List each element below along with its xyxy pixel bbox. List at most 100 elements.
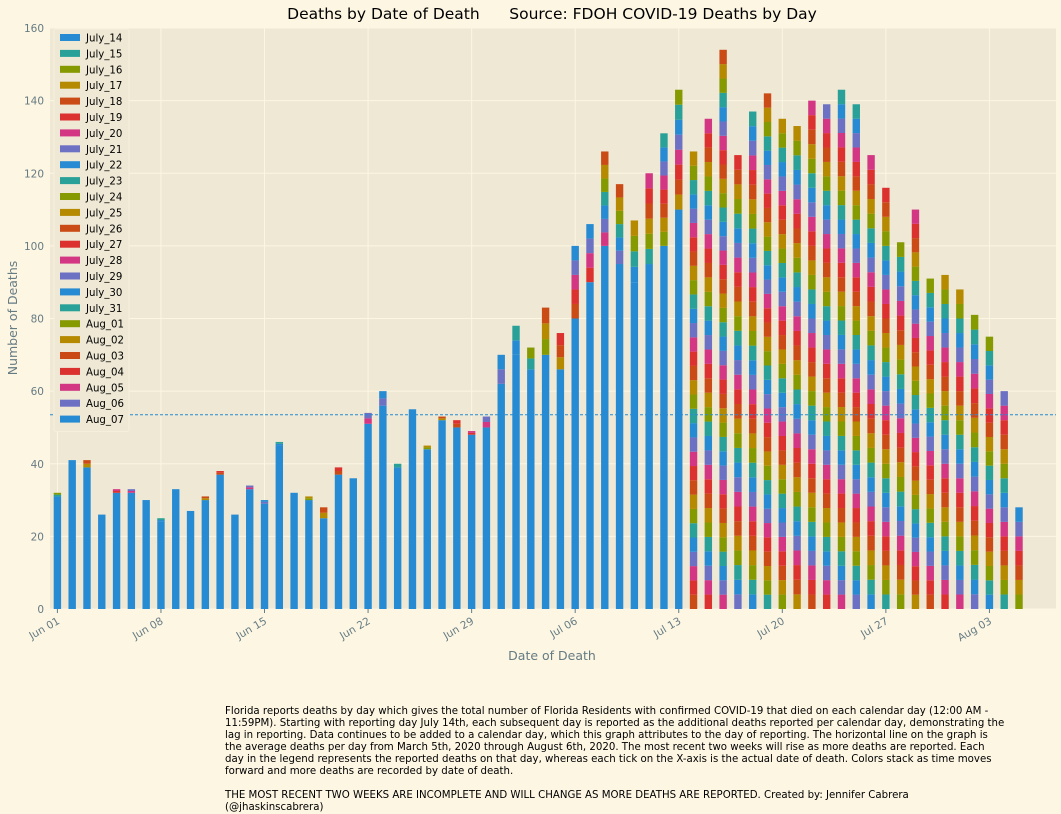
legend-swatch <box>60 193 80 200</box>
bar-segment <box>571 289 579 304</box>
bar-segment <box>837 392 846 408</box>
bar-segment <box>867 447 875 463</box>
bar-segment <box>970 432 979 448</box>
bar-segment <box>763 408 772 423</box>
bar-segment <box>956 376 964 392</box>
bar-segment <box>749 111 757 127</box>
bar-segment <box>882 550 890 566</box>
bar-segment <box>822 464 831 480</box>
bar-segment <box>778 580 787 595</box>
bar-segment <box>852 118 860 134</box>
bar-segment <box>867 257 875 273</box>
bar-segment <box>615 264 624 609</box>
bar-segment <box>68 460 76 609</box>
bar-segment <box>689 580 698 595</box>
bar-segment <box>467 431 476 433</box>
bar-segment <box>497 354 505 370</box>
bar-segment <box>379 398 387 406</box>
bar-segment <box>689 508 698 524</box>
bar-segment <box>763 179 772 194</box>
bar-segment <box>822 234 831 249</box>
bar-segment <box>837 479 846 494</box>
bar-segment <box>763 465 772 481</box>
bar-segment <box>675 209 683 609</box>
bar-segment <box>660 245 668 610</box>
bar-segment <box>1000 449 1008 464</box>
bar-segment <box>734 169 742 185</box>
bar-segment <box>882 303 890 319</box>
bar-segment <box>822 277 831 292</box>
bar-segment <box>734 535 742 551</box>
bar-segment <box>763 107 772 123</box>
bar-segment <box>896 520 905 536</box>
bar-segment <box>438 418 446 421</box>
bar-segment <box>734 155 742 170</box>
bar-segment <box>749 243 757 258</box>
bar-segment <box>970 461 979 477</box>
y-tick-label: 160 <box>24 23 44 35</box>
bar-segment <box>689 451 698 467</box>
bar-segment <box>734 374 742 390</box>
bar-segment <box>660 175 668 190</box>
bar-segment <box>808 274 816 290</box>
bar-segment <box>541 307 550 324</box>
bar-segment <box>837 378 846 393</box>
bar-segment <box>704 594 713 609</box>
bar-segment <box>822 349 831 364</box>
bar-segment <box>867 594 875 609</box>
bar-segment <box>704 190 713 206</box>
bar-segment <box>970 476 979 492</box>
bar-segment <box>852 190 860 206</box>
bar-segment <box>112 489 121 491</box>
bar-segment <box>852 363 860 379</box>
legend-label: Aug_01 <box>86 320 124 331</box>
bar-segment <box>985 580 994 595</box>
bar-segment <box>586 267 594 283</box>
bar-segment <box>822 320 831 335</box>
bar-segment <box>763 537 772 552</box>
bar-segment <box>867 535 875 551</box>
bar-segment <box>793 184 801 200</box>
x-tick-label: Jun 15 <box>233 615 269 642</box>
bar-segment <box>556 345 565 358</box>
bar-segment <box>882 594 890 609</box>
legend-swatch <box>60 161 80 169</box>
legend-label: July_17 <box>85 81 122 92</box>
bar-segment <box>808 492 816 508</box>
bar-segment <box>822 392 831 408</box>
bar-segment <box>793 213 801 229</box>
bar-segment <box>675 194 683 210</box>
bar-segment <box>749 331 757 346</box>
bar-segment <box>793 169 801 185</box>
bar-segment <box>808 129 816 145</box>
bar-segment <box>704 335 713 350</box>
legend-swatch <box>60 256 80 264</box>
bar-segment <box>926 307 934 322</box>
bar-segment <box>822 133 831 148</box>
bar-segment <box>926 321 934 337</box>
bar-segment <box>305 496 313 499</box>
bar-segment <box>970 329 979 345</box>
bar-segment <box>911 295 920 310</box>
bar-segment <box>882 579 890 595</box>
bar-segment <box>675 134 683 150</box>
bar-segment <box>926 494 934 509</box>
bar-segment <box>778 277 787 292</box>
bar-segment <box>749 287 757 302</box>
bar-segment <box>882 565 890 580</box>
bar-segment <box>896 256 905 272</box>
bar-segment <box>941 507 949 522</box>
bar-segment <box>689 566 698 581</box>
bar-segment <box>112 492 121 609</box>
bar-segment <box>98 514 106 609</box>
bar-segment <box>778 162 787 177</box>
bar-segment <box>556 357 565 370</box>
bar-segment <box>689 365 698 381</box>
x-tick-label: Jul 27 <box>858 615 890 641</box>
bar-segment <box>911 494 920 510</box>
bar-segment <box>896 491 905 507</box>
bar-segment <box>896 403 905 419</box>
bar-segment <box>970 344 979 359</box>
bar-segment <box>246 485 254 488</box>
bar-segment <box>852 551 860 566</box>
